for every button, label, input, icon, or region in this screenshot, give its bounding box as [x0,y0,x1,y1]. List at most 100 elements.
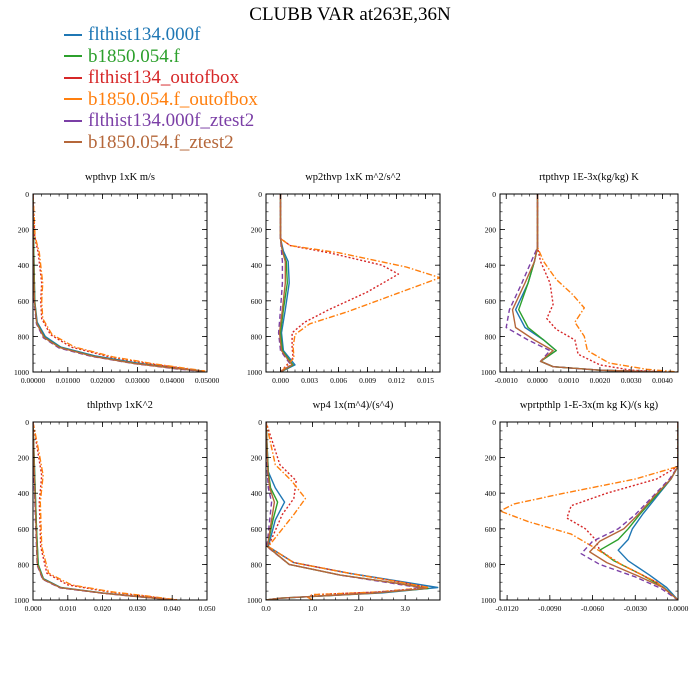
x-tick-label: 0.012 [388,376,405,385]
x-tick-label: 0.020 [94,604,111,613]
panel-title: wprtpthlp 1-E-3x(m kg K)/(s kg) [520,400,659,411]
x-tick-label: 0.02000 [90,376,115,385]
legend-label: flthist134.000f_ztest2 [88,110,255,132]
x-tick-label: 0.05000 [195,376,220,385]
series-group [266,422,439,600]
y-tick-label: 0 [258,190,262,199]
y-tick-label: 600 [18,525,30,534]
series-line [33,194,204,372]
y-tick-label: 200 [251,454,263,463]
y-tick-label: 600 [251,525,263,534]
x-tick-label: 0.0 [261,604,271,613]
series-line [500,422,678,600]
y-tick-label: 800 [485,560,497,569]
x-tick-label: 0.00000 [21,376,46,385]
series-group [277,194,440,372]
x-tick-label: -0.0120 [496,604,519,613]
chart-panel: rtpthvp 1E-3x(kg/kg) K 0 200 400 600 800 1000-… [481,172,679,385]
legend-entry: flthist134_outofbox [64,67,258,89]
series-line [536,194,678,372]
legend-label: flthist134.000f [88,24,201,46]
series-line [580,422,678,600]
legend-entry: b1850.054.f [64,46,258,68]
y-tick-label: 400 [251,261,263,270]
y-tick-label: 1000 [247,368,262,377]
legend-entry: flthist134.000f_ztest2 [64,110,258,132]
plot-frame [499,421,679,601]
x-tick-label: -0.0030 [624,604,647,613]
series-line [33,422,180,600]
series-line [511,194,663,372]
figure-title: CLUBB VAR at263E,36N [249,4,451,25]
x-tick-label: 0.050 [199,604,216,613]
panel-title: wp4 1x(m^4)/(s^4) [313,400,394,411]
x-tick-label: 0.0010 [558,376,579,385]
x-tick-label: 0.003 [301,376,318,385]
panel-title: wpthvp 1xK m/s [85,172,155,183]
series-line [33,194,202,372]
x-tick-label: 0.015 [417,376,434,385]
y-tick-label: 1000 [247,596,262,605]
series-line [266,422,427,600]
legend-label: flthist134_outofbox [88,67,239,89]
y-tick-label: 600 [485,297,497,306]
y-tick-label: 800 [485,332,497,341]
y-tick-label: 400 [18,261,30,270]
y-tick-label: 800 [18,332,30,341]
y-tick-label: 1000 [481,368,496,377]
series-line [33,194,203,372]
legend-line-swatch [64,55,82,58]
legend-line-swatch [64,76,82,79]
series-group [500,422,678,600]
x-tick-label: -0.0060 [581,604,604,613]
y-tick-label: 0 [258,418,262,427]
series-line [33,422,173,600]
x-tick-label: 0.010 [59,604,76,613]
y-tick-label: 800 [251,560,263,569]
y-tick-label: 400 [485,489,497,498]
y-tick-label: 200 [485,226,497,235]
x-tick-label: 0.0000 [527,376,548,385]
legend-line-swatch [64,33,82,36]
legend-entry: b1850.054.f_ztest2 [64,132,258,154]
series-line [566,422,678,600]
x-tick-label: 0.040 [164,604,181,613]
plot-frame [32,421,208,601]
x-tick-label: 0.0020 [590,376,611,385]
chart-panel: wprtpthlp 1-E-3x(m kg K)/(s kg) 0 200 400 60… [481,400,689,613]
series-group [33,422,180,600]
series-line [266,422,425,600]
legend-line-swatch [64,98,82,101]
panel-title: rtpthvp 1E-3x(kg/kg) K [539,172,639,183]
series-line [266,422,430,600]
series-group [505,194,678,372]
legend-label: b1850.054.f_outofbox [88,88,258,110]
plot-frame [265,193,441,373]
series-line [33,194,204,372]
series-line [33,422,172,600]
series-line [33,422,172,600]
panel-title: wp2thvp 1xK m^2/s^2 [305,172,401,183]
series-line [33,422,173,600]
series-line [33,422,176,600]
series-line [279,194,440,372]
x-tick-label: 0.000 [272,376,289,385]
y-tick-label: 800 [251,332,263,341]
x-tick-label: 1.0 [308,604,318,613]
chart-panel: wp2thvp 1xK m^2/s^2 0 200 400 600 800 1000 0.00… [247,172,441,385]
y-tick-label: 0 [25,190,29,199]
legend-label: b1850.054.f_ztest2 [88,131,234,153]
y-tick-label: 1000 [14,596,29,605]
x-tick-label: 3.0 [401,604,411,613]
series-line [589,422,678,600]
y-tick-label: 0 [25,418,29,427]
y-tick-label: 600 [251,297,263,306]
series-line [33,194,206,372]
legend-entry: b1850.054.f_outofbox [64,89,258,111]
y-tick-label: 400 [18,489,30,498]
legend-label: b1850.054.f [88,45,180,67]
